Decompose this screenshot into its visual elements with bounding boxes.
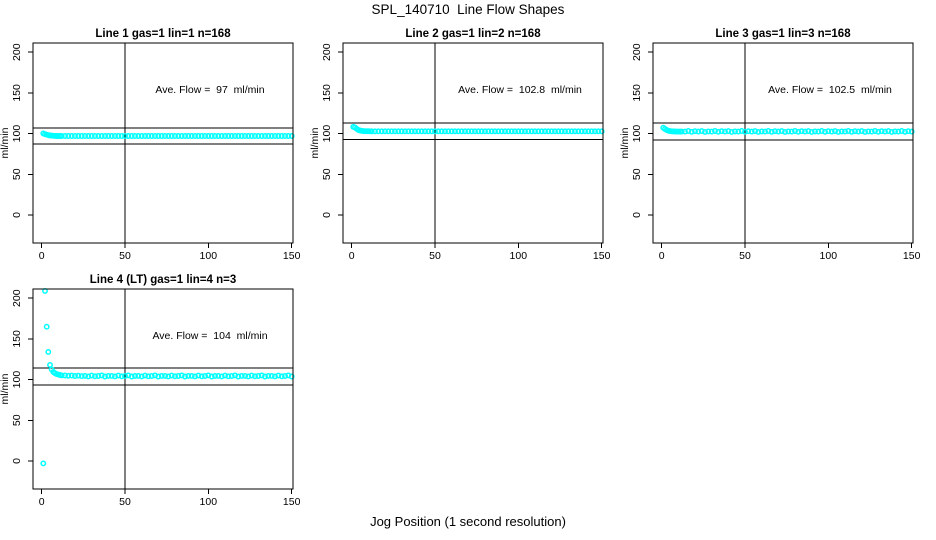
y-tick-label: 0 <box>11 458 23 464</box>
x-tick-label: 150 <box>593 250 611 262</box>
plot-border <box>652 42 914 244</box>
y-tick-label: 0 <box>321 212 333 218</box>
chart-canvas: Line 2 gas=1 lin=2 n=168 0 50 100 150 200 0 50 1… <box>309 28 611 262</box>
x-tick-label: 150 <box>283 496 301 508</box>
y-tick-label: 50 <box>321 168 333 180</box>
x-tick-label: 50 <box>119 496 131 508</box>
chart-canvas: Line 3 gas=1 lin=3 n=168 0 50 100 150 200 0 50 1… <box>619 28 921 262</box>
subplot-line-3: Line 3 gas=1 lin=3 n=168 0 50 100 150 200 0 50 1… <box>619 27 930 267</box>
y-tick-label: 100 <box>631 125 643 143</box>
plot-title: Line 4 (LT) gas=1 lin=4 n=3 <box>90 274 236 286</box>
x-tick-label: 100 <box>200 250 218 262</box>
chart-canvas: Line 1 gas=1 lin=1 n=168 0 50 100 150 200 0 50 1… <box>0 28 301 262</box>
x-tick-label: 150 <box>903 250 921 262</box>
chart-canvas: Line 4 (LT) gas=1 lin=4 n=3 0 50 100 150 200 0… <box>0 274 301 508</box>
ave-flow-annotation: Ave. Flow = 102.8 ml/min <box>458 84 582 96</box>
x-tick-label: 100 <box>510 250 528 262</box>
ave-flow-annotation: Ave. Flow = 104 ml/min <box>152 330 267 342</box>
data-points <box>40 130 295 139</box>
y-axis-label: ml/min <box>620 127 631 158</box>
y-tick-label: 0 <box>11 212 23 218</box>
x-tick-label: 50 <box>739 250 751 262</box>
y-tick-label: 150 <box>11 330 23 348</box>
subplot-line-2: Line 2 gas=1 lin=2 n=168 0 50 100 150 200 0 50 1… <box>309 27 620 267</box>
plot-title: Line 2 gas=1 lin=2 n=168 <box>405 28 541 40</box>
plot-border <box>342 42 604 244</box>
y-axis-label: ml/min <box>0 127 11 158</box>
ave-flow-annotation: Ave. Flow = 97 ml/min <box>155 84 264 96</box>
y-tick-label: 150 <box>631 84 643 102</box>
ave-flow-annotation: Ave. Flow = 102.5 ml/min <box>768 84 892 96</box>
subplot-line-4-lt: Line 4 (LT) gas=1 lin=4 n=3 0 50 100 150 200 0… <box>0 273 310 513</box>
y-tick-label: 200 <box>11 289 23 307</box>
y-tick-label: 100 <box>11 125 23 143</box>
x-tick-label: 0 <box>659 250 665 262</box>
y-tick-label: 50 <box>11 168 23 180</box>
subplot-line-1: Line 1 gas=1 lin=1 n=168 0 50 100 150 200 0 50 1… <box>0 27 310 267</box>
data-points <box>40 287 295 467</box>
y-tick-label: 150 <box>321 84 333 102</box>
y-axis-label: ml/min <box>310 127 321 158</box>
y-tick-label: 50 <box>11 414 23 426</box>
plot-border <box>32 288 294 490</box>
y-tick-label: 200 <box>11 43 23 61</box>
y-tick-label: 100 <box>321 125 333 143</box>
y-tick-label: 200 <box>321 43 333 61</box>
y-tick-label: 150 <box>11 84 23 102</box>
x-tick-label: 100 <box>200 496 218 508</box>
x-tick-label: 0 <box>39 250 45 262</box>
x-tick-label: 50 <box>429 250 441 262</box>
y-tick-label: 200 <box>631 43 643 61</box>
x-tick-label: 150 <box>283 250 301 262</box>
plot-border <box>32 42 294 244</box>
plot-title: Line 1 gas=1 lin=1 n=168 <box>95 28 231 40</box>
y-tick-label: 50 <box>631 168 643 180</box>
data-points <box>660 124 915 135</box>
y-tick-label: 0 <box>631 212 643 218</box>
x-axis-label: Jog Position (1 second resolution) <box>370 514 566 529</box>
x-tick-label: 0 <box>39 496 45 508</box>
x-tick-label: 100 <box>820 250 838 262</box>
y-tick-label: 100 <box>11 371 23 389</box>
y-axis-label: ml/min <box>0 373 11 404</box>
x-tick-label: 50 <box>119 250 131 262</box>
x-tick-label: 0 <box>349 250 355 262</box>
figure-title: SPL_140710 Line Flow Shapes <box>371 2 565 17</box>
plot-title: Line 3 gas=1 lin=3 n=168 <box>715 28 851 40</box>
data-points <box>350 123 605 135</box>
